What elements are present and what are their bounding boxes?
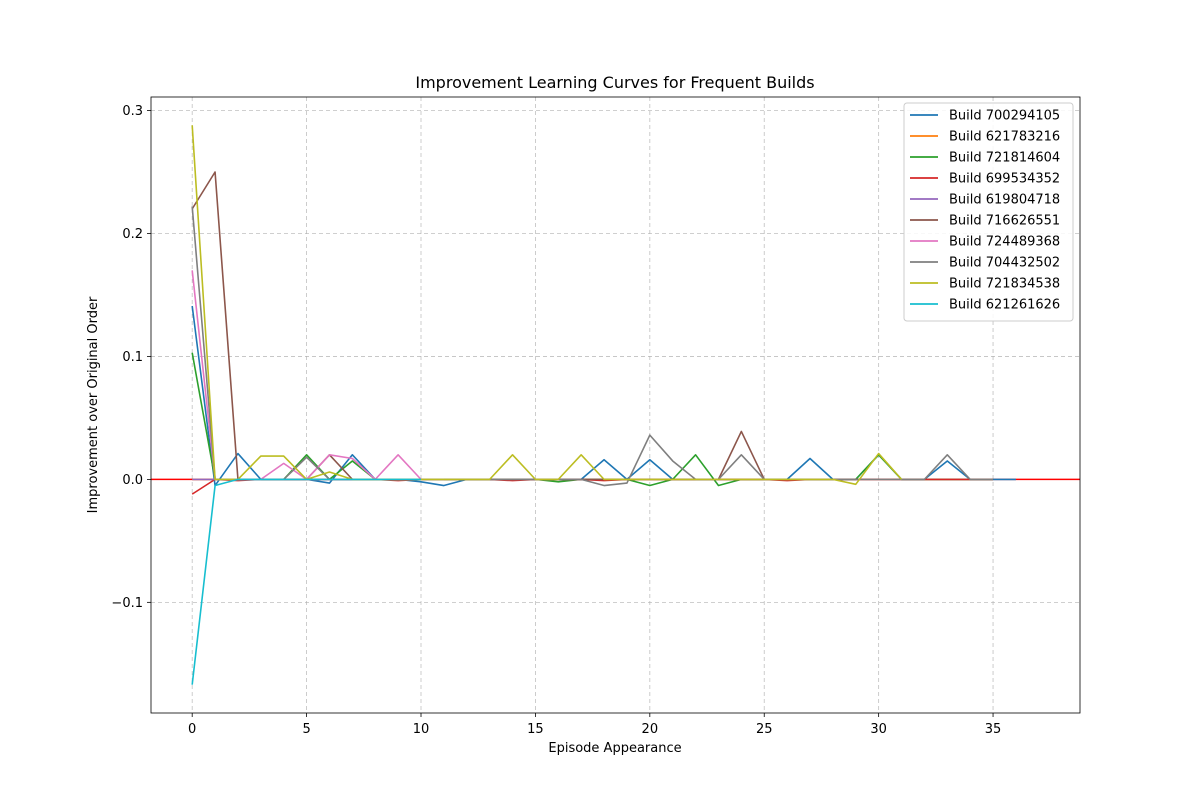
legend: Build 700294105 Build 621783216 Build 7218… (903, 102, 1074, 322)
y-tick-label: −0.1 (111, 596, 143, 611)
x-tick-label: 25 (756, 722, 773, 737)
legend-label: Build 704432502 (949, 256, 1060, 271)
plot-frame (150, 96, 1081, 714)
x-tick-label: 15 (527, 722, 544, 737)
x-tick-label: 20 (642, 722, 659, 737)
series-line (191, 352, 994, 487)
x-tick-label: 5 (302, 722, 310, 737)
series-line (191, 478, 994, 495)
y-tick-label: 0.2 (122, 227, 143, 242)
x-tick-label: 35 (985, 722, 1002, 737)
y-axis-label: Improvement over Original Order (86, 296, 101, 513)
legend-box (903, 102, 1074, 322)
legend-label: Build 699534352 (949, 172, 1060, 187)
legend-label: Build 724489368 (949, 235, 1060, 250)
legend-label: Build 700294105 (949, 109, 1060, 124)
chart-title: Improvement Learning Curves for Frequent… (415, 73, 814, 92)
x-tick-label: 0 (188, 722, 196, 737)
legend-label: Build 621261626 (949, 298, 1060, 313)
x-axis-label: Episode Appearance (548, 741, 681, 756)
series-line (191, 171, 765, 481)
y-tick-label: 0.1 (122, 350, 143, 365)
series-line (191, 478, 421, 685)
series-line (191, 305, 1016, 487)
legend-label: Build 721834538 (949, 277, 1060, 292)
legend-label: Build 716626551 (949, 214, 1060, 229)
legend-label: Build 621783216 (949, 130, 1060, 145)
y-tick-label: 0.0 (122, 473, 143, 488)
x-tick-label: 30 (870, 722, 887, 737)
y-tick-label: 0.3 (122, 104, 143, 119)
x-tick-label: 10 (413, 722, 430, 737)
series-line (191, 125, 903, 486)
axes: 0 5 10 15 20 25 30 35 −0.1 0.0 0.1 0.2 0.3 (111, 96, 1081, 737)
legend-label: Build 619804718 (949, 193, 1060, 208)
series-layer (191, 125, 1016, 685)
legend-label: Build 721814604 (949, 151, 1060, 166)
series-line (191, 206, 994, 487)
